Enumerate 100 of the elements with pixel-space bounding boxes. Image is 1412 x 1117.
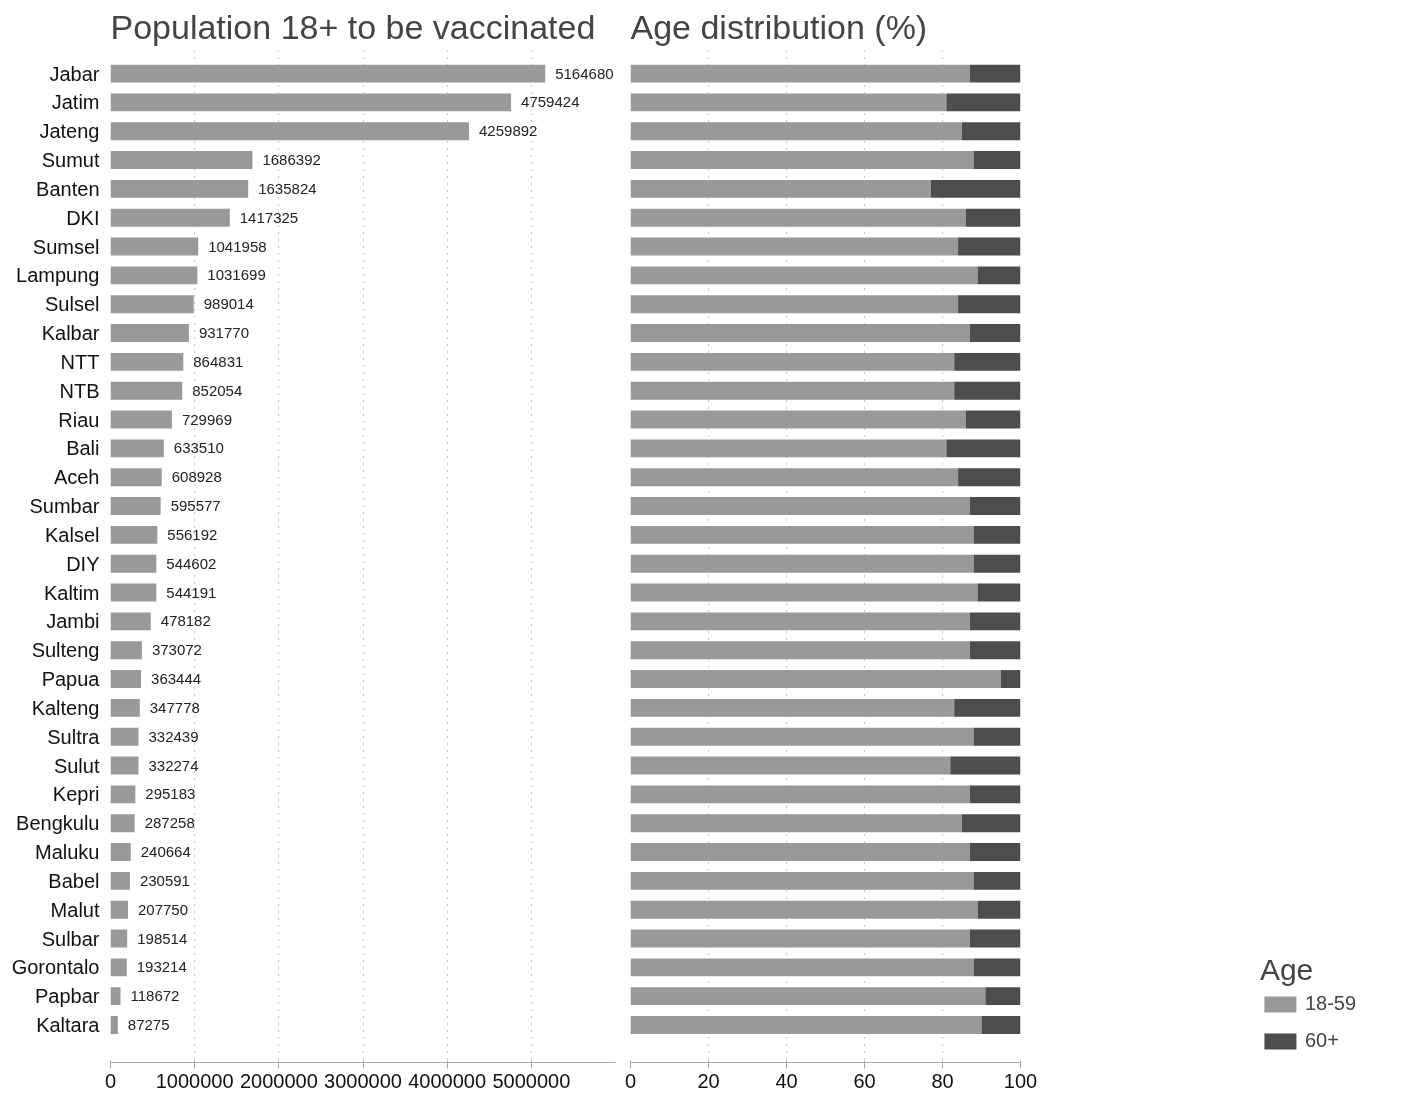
bar [954,352,1021,371]
bar [110,958,127,977]
bar [962,122,1021,141]
bar [110,64,546,83]
y-tick-label: Sulsel [45,293,100,316]
bar [969,785,1021,804]
y-tick-label: Kalsel [45,523,100,546]
bar [630,64,970,83]
bar [110,352,184,371]
y-tick-label: Sumsel [32,235,100,258]
bar [110,583,157,602]
bar [110,785,136,804]
bar [630,1016,982,1034]
bar [110,237,199,256]
data-label: 118672 [130,987,180,1005]
bar [630,554,974,573]
data-label: 287258 [144,814,195,832]
data-label: 1686392 [262,151,321,169]
bar [110,295,194,314]
bar [630,410,966,429]
x-tick-label: 2000000 [239,1069,318,1092]
y-tick-label: Banten [36,177,100,200]
bar [985,987,1021,1006]
y-tick-label: Kalbar [41,322,100,345]
data-label: 240664 [140,843,191,861]
bar [110,987,121,1006]
data-label: 1635824 [258,179,317,197]
bar [630,439,947,458]
data-label: 544191 [166,583,217,601]
bar [969,641,1021,660]
bar [630,785,970,804]
bar [630,237,959,256]
bar [973,727,1021,746]
bar [958,468,1021,487]
bar [969,64,1021,83]
bar [110,324,189,342]
data-label: 544602 [166,554,217,572]
bar [969,929,1021,948]
bar [630,381,955,400]
bar [110,266,198,285]
bar [630,698,955,717]
bar [630,756,951,775]
bar [977,900,1021,919]
bar [630,727,974,746]
bar [630,93,947,112]
bar [958,237,1021,256]
y-tick-label: NTB [59,379,100,402]
bar [110,1016,118,1034]
bar [110,929,128,948]
bar [973,525,1021,544]
bar [110,179,249,198]
data-label: 478182 [160,612,211,630]
data-label: 1417325 [239,208,299,226]
bar [110,698,140,717]
y-tick-label: Sultra [47,725,101,748]
bar [973,871,1021,890]
data-label: 852054 [192,381,243,399]
bar [973,554,1021,573]
bar [630,670,1001,688]
bar [630,583,978,602]
x-tick-label: 60 [853,1069,876,1092]
data-label: 198514 [137,929,188,947]
bar [630,929,970,948]
bar [630,987,986,1006]
bar [973,958,1021,977]
bar [965,208,1021,227]
bar [110,93,512,112]
x-tick-label: 1000000 [155,1069,234,1092]
data-label: 4259892 [479,122,538,140]
bar [110,122,470,141]
bar [110,410,172,429]
bar [630,122,962,141]
y-tick-label: Papbar [35,985,100,1008]
x-tick-label: 80 [931,1069,954,1092]
y-tick-label: Riau [58,408,100,431]
bar [110,381,183,400]
data-label: 87275 [127,1016,170,1034]
y-tick-label: DKI [66,206,100,229]
y-tick-label: Sulbar [41,927,100,950]
y-tick-label: Jambi [46,610,100,633]
legend-label: 60+ [1304,1029,1339,1052]
bar [630,295,959,314]
bar [977,266,1021,285]
y-tick-label: Kaltara [36,1014,101,1037]
chart-title: Population 18+ to be vaccinated [110,7,596,46]
bar [110,468,162,487]
x-tick-label: 4000000 [408,1069,487,1092]
bar [110,612,151,631]
bar [630,266,978,285]
bar [954,381,1021,400]
data-label: 5164680 [555,64,614,82]
data-label: 373072 [151,641,202,659]
y-tick-label: Babel [48,869,100,892]
bar [110,525,158,544]
y-tick-label: Kaltim [43,581,100,604]
bar [630,871,974,890]
data-label: 332439 [148,727,199,745]
bar [946,93,1021,112]
bar [630,208,966,227]
bar [630,151,974,169]
